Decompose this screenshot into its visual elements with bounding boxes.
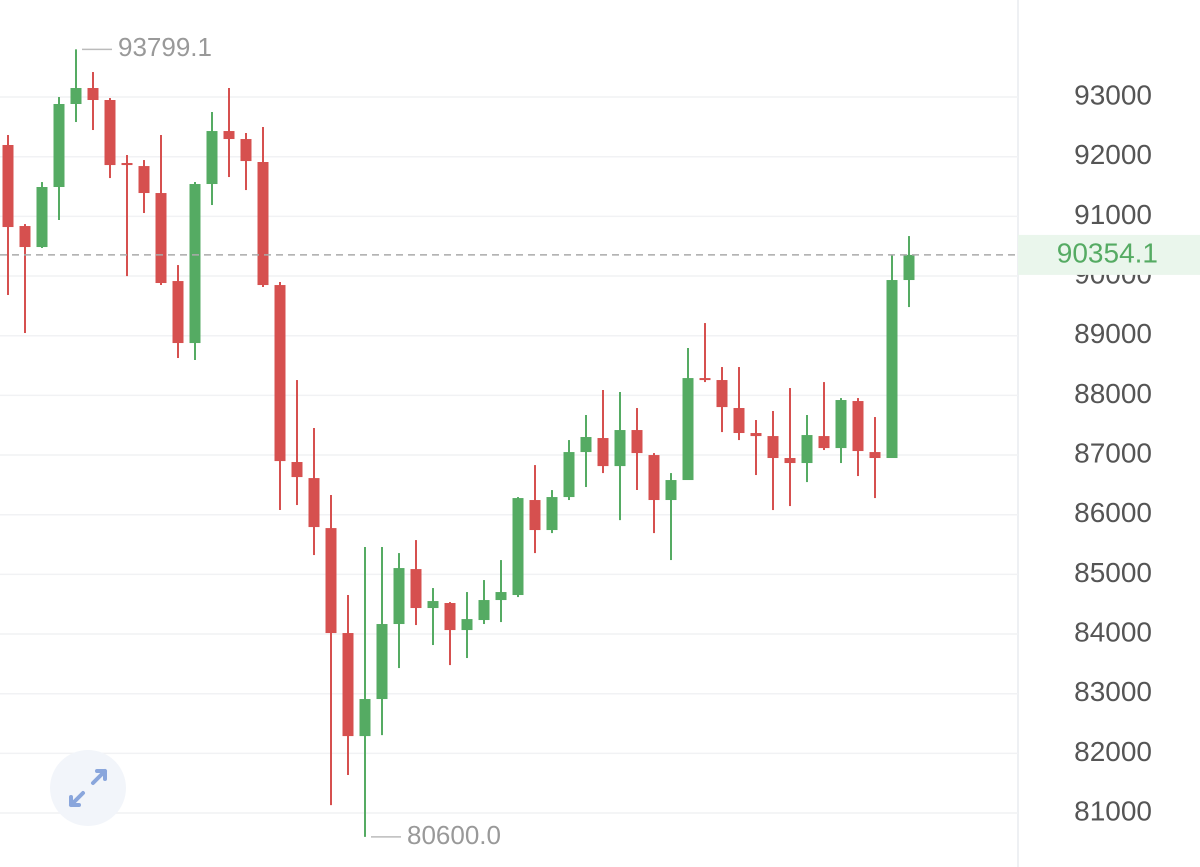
y-tick-label: 93000 [1074,79,1152,110]
candle-body [2,144,14,228]
y-tick-label: 85000 [1074,557,1152,588]
y-tick-label: 81000 [1074,795,1152,826]
candle-body [393,568,405,625]
candle-body [903,254,915,281]
candle-body [818,436,830,449]
candle-body [597,438,609,467]
y-tick-label: 84000 [1074,616,1152,647]
candle-body [427,601,439,609]
candle-body [257,162,269,286]
candle-body [529,500,541,531]
candle-body [308,478,320,528]
y-tick-label: 91000 [1074,199,1152,230]
candle-body [886,280,898,459]
candle-body [495,592,507,601]
candle-body [614,430,626,467]
candle-body [665,480,677,501]
y-tick-label: 86000 [1074,497,1152,528]
candle-body [223,131,235,140]
candle-body [70,88,82,105]
candle-body [104,100,116,166]
candle-body [580,437,592,453]
candle-body [478,600,490,621]
candle-body [138,166,150,194]
candle-body [733,408,745,434]
candle-body [359,699,371,737]
annotation-label: 80600.0 [407,820,501,850]
candle-body [342,633,354,737]
last-price-label: 90354.1 [1057,237,1158,268]
y-tick-label: 89000 [1074,318,1152,349]
candle-body [852,401,864,452]
candle-body [87,88,99,101]
candle-body [444,603,456,631]
plot: 81000 82000 83000 84000 85000 86000 87000 88000… [0,32,1200,850]
candle-body [869,452,881,459]
annotation-label: 93799.1 [118,32,212,62]
expand-button-bg[interactable] [50,750,126,826]
candle-body [376,624,388,700]
candle-body [767,436,779,459]
candle-body [512,498,524,596]
candle-body [172,281,184,344]
candle-body [240,139,252,162]
candle-body [631,430,643,454]
candle-body [410,569,422,609]
candle-body [682,378,694,481]
candle-body [36,187,48,248]
candle-body [750,433,762,437]
last-price-box [1018,234,1200,275]
candle-body [291,462,303,478]
candle-body [784,458,796,464]
y-tick-label: 83000 [1074,676,1152,707]
expand-button[interactable] [50,750,126,826]
candle-body [716,380,728,408]
candle-body [206,131,218,185]
candle-body [189,184,201,344]
candle-body [801,435,813,464]
y-tick-label: 92000 [1074,139,1152,170]
candle-body [325,528,337,634]
y-tick-label: 82000 [1074,736,1152,767]
candle-body [19,226,31,248]
y-tick-label: 87000 [1074,437,1152,468]
y-tick-label: 88000 [1074,378,1152,409]
candle-body [155,193,167,284]
candle-body [699,378,711,381]
candle-body [835,400,847,449]
candle-body [563,452,575,498]
candle-body [274,285,286,462]
candle-body [121,163,133,166]
candle-body [53,104,65,188]
candle-body [648,455,660,501]
candle-body [461,619,473,631]
expand-icon[interactable] [69,769,107,807]
candle-body [546,497,558,531]
